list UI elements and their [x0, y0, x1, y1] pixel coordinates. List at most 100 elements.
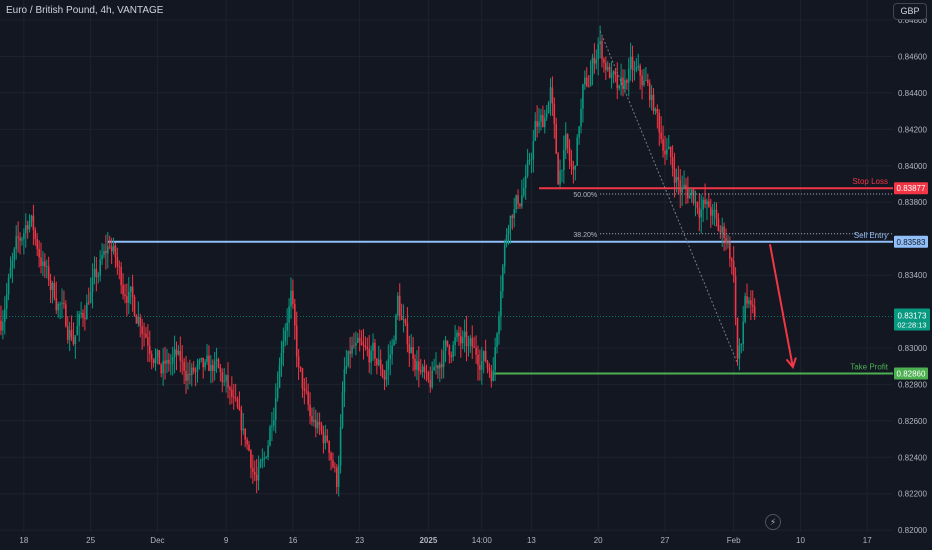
candle-body	[570, 160, 573, 167]
y-tick-label: 0.84200	[898, 125, 927, 134]
candle-body	[719, 230, 722, 233]
candle-body	[557, 153, 559, 185]
candle-body	[110, 246, 113, 252]
candle-body	[30, 215, 33, 221]
candle-body	[84, 317, 86, 320]
candle-body	[479, 365, 481, 370]
candle-body	[282, 341, 285, 354]
candle-body	[19, 237, 21, 241]
candle-body	[555, 123, 558, 154]
candle-body	[631, 56, 634, 71]
candle-body	[500, 291, 502, 316]
candle-body	[437, 365, 439, 369]
candle-body	[603, 59, 605, 64]
x-tick-label: 16	[288, 536, 297, 545]
candle-body	[513, 209, 516, 218]
candle-body	[318, 421, 321, 425]
candle-body	[337, 465, 340, 487]
candle-body	[303, 388, 306, 391]
candle-body	[17, 236, 19, 238]
candle-body	[664, 150, 666, 155]
level-price-tag	[894, 235, 928, 248]
candle-body	[276, 387, 279, 399]
candle-body	[400, 316, 403, 320]
candle-body	[421, 366, 424, 373]
candle-body	[442, 351, 445, 368]
candle-body	[498, 315, 500, 334]
lightning-icon[interactable]: ⚡	[765, 514, 781, 530]
candle-body	[120, 266, 122, 286]
candle-body	[585, 77, 588, 86]
candle-body	[356, 337, 359, 343]
level-label: Sell Entry	[854, 231, 888, 240]
candle-body	[656, 109, 659, 113]
candle-body	[284, 330, 287, 342]
candle-body	[189, 373, 191, 376]
candle-body	[28, 220, 31, 230]
candle-body	[305, 390, 308, 392]
candle-body	[708, 201, 710, 208]
candle-body	[482, 351, 485, 361]
candle-body	[608, 66, 611, 78]
candle-body	[732, 261, 735, 276]
candle-body	[160, 364, 163, 374]
candle-body	[13, 249, 16, 261]
candle-body	[169, 363, 172, 365]
candle-body	[454, 337, 456, 346]
candle-body	[633, 69, 636, 71]
x-tick-label: 10	[796, 536, 805, 545]
candle-body	[696, 202, 699, 208]
candle-body	[101, 255, 103, 260]
candle-body	[658, 112, 661, 133]
candle-body	[131, 286, 134, 298]
candle-body	[59, 303, 61, 305]
candle-body	[267, 445, 269, 458]
fib-level-label: 38.20%	[573, 232, 597, 239]
candle-body	[475, 347, 477, 355]
candle-body	[82, 312, 84, 318]
candle-body	[587, 85, 590, 87]
candle-body	[99, 259, 101, 276]
candle-body	[68, 329, 71, 340]
candle-body	[5, 294, 8, 309]
candle-body	[561, 170, 563, 171]
chart-annotations: 50.00% 38.20%	[573, 30, 893, 370]
candle-body	[494, 347, 496, 371]
candle-body	[526, 160, 529, 176]
candle-body	[721, 226, 724, 233]
candle-body	[89, 292, 92, 303]
candle-body	[612, 71, 615, 74]
candle-body	[194, 371, 197, 372]
candle-body	[671, 156, 674, 169]
candle-body	[448, 345, 451, 356]
candle-body	[379, 359, 382, 370]
candle-body	[38, 249, 40, 258]
candle-body	[624, 80, 626, 90]
candle-body	[141, 326, 143, 334]
candle-body	[484, 351, 487, 362]
candle-body	[114, 245, 117, 257]
candle-body	[549, 87, 552, 103]
candle-body	[551, 87, 554, 104]
candle-body	[383, 377, 386, 380]
candle-body	[398, 295, 401, 317]
candle-body	[410, 347, 412, 354]
candle-body	[488, 368, 491, 372]
candle-body	[309, 404, 311, 416]
candle-body	[164, 360, 166, 364]
candle-body	[618, 85, 620, 89]
candle-body	[116, 256, 119, 267]
current-price-tag	[894, 308, 930, 331]
candle-body	[490, 371, 493, 381]
candle-body	[730, 258, 733, 262]
x-tick-label: 27	[661, 536, 670, 545]
candle-body	[221, 372, 224, 383]
candle-body	[469, 338, 472, 346]
candle-body	[439, 364, 441, 369]
candle-body	[55, 297, 58, 311]
candle-body	[511, 215, 514, 218]
candle-body	[521, 195, 523, 207]
currency-button[interactable]: GBP	[893, 3, 927, 20]
candle-body	[173, 349, 176, 358]
